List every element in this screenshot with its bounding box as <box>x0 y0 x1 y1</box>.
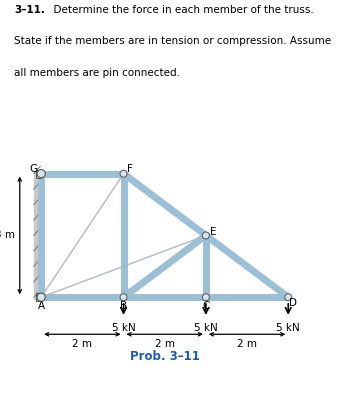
Text: 3–11.: 3–11. <box>14 5 45 14</box>
Text: 5 kN: 5 kN <box>194 323 218 333</box>
Circle shape <box>37 293 45 301</box>
Text: Determine the force in each member of the truss.: Determine the force in each member of th… <box>47 5 314 14</box>
Circle shape <box>37 170 45 178</box>
Circle shape <box>285 294 292 301</box>
Text: 3 m: 3 m <box>0 230 15 240</box>
Text: C: C <box>202 301 210 311</box>
Text: 5 kN: 5 kN <box>276 323 300 333</box>
Text: all members are pin connected.: all members are pin connected. <box>14 68 180 78</box>
Circle shape <box>202 294 209 301</box>
Text: State if the members are in tension or compression. Assume: State if the members are in tension or c… <box>14 36 331 46</box>
Text: 5 kN: 5 kN <box>112 323 135 333</box>
Bar <box>36 293 41 301</box>
Text: 2 m: 2 m <box>72 339 92 349</box>
Text: G: G <box>30 164 38 174</box>
Text: F: F <box>127 164 133 174</box>
Circle shape <box>120 170 127 177</box>
Text: 2 m: 2 m <box>155 339 175 349</box>
Text: E: E <box>210 227 217 237</box>
Bar <box>34 172 41 299</box>
Circle shape <box>202 232 209 239</box>
Text: D: D <box>289 298 297 309</box>
Text: 2 m: 2 m <box>237 339 257 349</box>
Text: B: B <box>120 301 127 311</box>
Text: Prob. 3–11: Prob. 3–11 <box>130 350 199 363</box>
Bar <box>36 170 41 178</box>
Text: A: A <box>37 301 45 311</box>
Circle shape <box>120 294 127 301</box>
